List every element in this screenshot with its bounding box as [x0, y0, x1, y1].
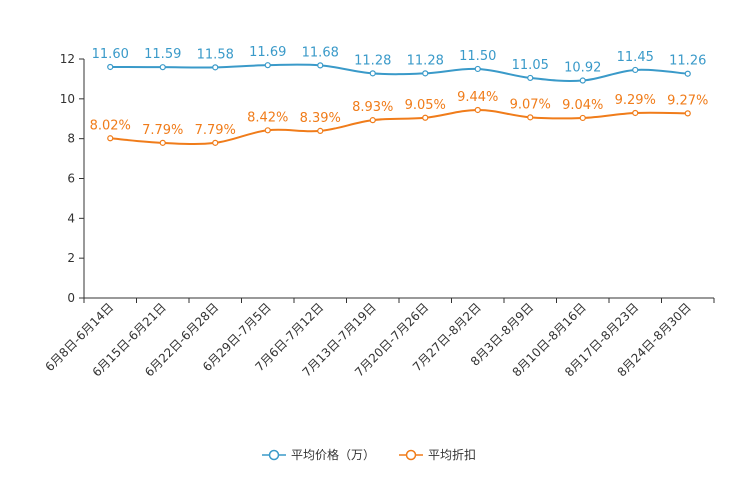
- data-point: [369, 70, 376, 77]
- y-tick-label: 0: [67, 291, 75, 305]
- data-point: [527, 114, 534, 121]
- data-label: 8.39%: [300, 111, 341, 126]
- legend: 平均价格（万） 平均折扣: [262, 447, 476, 462]
- y-tick-label: 6: [67, 172, 75, 186]
- data-label: 9.44%: [457, 90, 498, 105]
- data-point: [159, 139, 166, 146]
- data-labels: 11.60 11.59 11.58 11.69 11.68 11.28 11.28 11.50…: [90, 45, 709, 138]
- series-line-0: [110, 63, 688, 83]
- data-label: 9.27%: [667, 93, 708, 108]
- data-label: 11.60: [92, 47, 129, 62]
- data-point: [684, 70, 691, 77]
- data-point: [632, 66, 639, 74]
- data-point: [212, 64, 219, 71]
- series-line-1: [110, 108, 688, 146]
- legend-label-0: 平均价格（万）: [291, 447, 375, 462]
- data-label: 11.50: [459, 49, 496, 64]
- data-label: 9.29%: [615, 93, 656, 108]
- data-point: [369, 117, 376, 124]
- data-label: 10.92: [564, 61, 601, 76]
- data-point: [422, 114, 429, 121]
- y-tick-label: 8: [67, 132, 75, 146]
- y-tick-label: 4: [67, 211, 75, 225]
- data-point: [107, 135, 114, 142]
- data-label: 7.79%: [195, 123, 236, 138]
- data-label: 8.93%: [352, 100, 393, 115]
- data-label: 7.79%: [142, 123, 183, 138]
- data-point: [422, 70, 429, 77]
- data-point: [159, 64, 166, 71]
- data-label: 11.58: [197, 47, 234, 62]
- y-tick-label: 12: [60, 52, 75, 66]
- data-point: [107, 63, 114, 71]
- data-label: 9.05%: [405, 98, 446, 113]
- series-points: [107, 62, 691, 146]
- data-label: 11.28: [354, 53, 391, 68]
- data-label: 11.68: [302, 45, 339, 60]
- data-point: [632, 109, 639, 117]
- data-label: 8.42%: [247, 110, 288, 125]
- data-label: 11.26: [669, 54, 706, 69]
- y-tick-label: 2: [67, 251, 75, 265]
- data-label: 11.05: [512, 58, 549, 73]
- data-label: 11.45: [617, 50, 654, 65]
- data-label: 11.59: [144, 47, 181, 62]
- data-point: [264, 127, 271, 134]
- data-point: [264, 62, 271, 69]
- data-label: 8.02%: [90, 118, 131, 133]
- legend-marker-0: [268, 449, 280, 461]
- data-point: [474, 65, 481, 73]
- legend-label-1: 平均折扣: [428, 447, 476, 462]
- data-point: [527, 74, 534, 82]
- data-point: [317, 127, 324, 134]
- series-lines: [110, 63, 688, 146]
- data-label: 11.28: [407, 53, 444, 68]
- data-point: [579, 77, 586, 84]
- legend-marker-1: [405, 449, 417, 461]
- data-point: [317, 62, 324, 69]
- data-label: 11.69: [249, 45, 286, 60]
- data-point: [212, 139, 219, 146]
- y-tick-label: 10: [60, 92, 75, 106]
- data-label: 9.04%: [562, 98, 603, 113]
- data-point: [684, 110, 691, 117]
- data-point: [579, 114, 586, 122]
- data-point: [474, 106, 481, 114]
- data-label: 9.07%: [510, 97, 551, 112]
